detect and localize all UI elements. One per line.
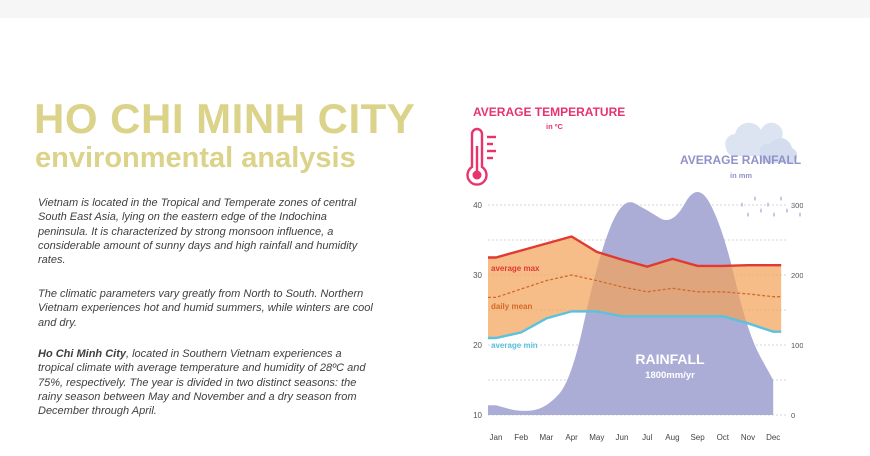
month-label: Jul	[642, 433, 652, 442]
rain-drop	[793, 202, 795, 207]
top-band	[0, 0, 870, 18]
month-label: Jan	[490, 433, 503, 442]
page-subtitle: environmental analysis	[35, 142, 356, 174]
month-label: Apr	[565, 433, 578, 442]
temperature-unit: in ºC	[546, 122, 563, 131]
month-label: Sep	[690, 433, 705, 442]
rain-drop	[747, 212, 749, 217]
rain-drop	[799, 212, 801, 217]
rainfall-total: 1800mm/yr	[645, 370, 695, 381]
rain-cloud-icon	[725, 122, 801, 217]
left-tick-label: 10	[473, 411, 482, 420]
average-min-label: average min	[491, 341, 538, 350]
intro-paragraph: Vietnam is located in the Tropical and T…	[38, 197, 358, 267]
left-axis-ticks: 10 20 30 40	[473, 201, 482, 420]
page-title: HO CHI MINH CITY	[34, 95, 416, 142]
right-tick-label: 100	[791, 341, 803, 350]
hcmc-description: , located in Southern Vietnam experience…	[38, 348, 366, 418]
month-axis-ticks: Jan Feb Mar Apr May Jun Jul Aug Sep Oct Nov Dec	[490, 433, 781, 442]
right-tick-label: 200	[791, 271, 803, 280]
month-label: Jun	[616, 433, 629, 442]
rain-drop	[754, 196, 756, 201]
month-label: Dec	[766, 433, 780, 442]
month-label: Feb	[514, 433, 528, 442]
thermometer-icon	[466, 127, 496, 186]
rain-drop	[780, 196, 782, 201]
month-label: Nov	[741, 433, 755, 442]
month-label: Mar	[540, 433, 554, 442]
hcmc-name: Ho Chi Minh City	[38, 348, 126, 360]
average-max-line	[488, 235, 782, 268]
average-min-line	[488, 310, 782, 340]
rain-drop	[760, 208, 762, 213]
rainfall-title: AVERAGE RAINFALL	[680, 153, 801, 167]
left-tick-label: 20	[473, 341, 482, 350]
rain-drop	[741, 202, 743, 207]
month-label: May	[589, 433, 604, 442]
right-axis-ticks: 0 100 200 300	[791, 201, 803, 420]
climate-chart: average max daily mean average min RAINF…	[466, 105, 803, 442]
rainfall-annotation: RAINFALL	[635, 351, 705, 367]
hcmc-paragraph: Ho Chi Minh City, located in Southern Vi…	[38, 347, 378, 418]
month-label: Aug	[665, 433, 679, 442]
month-label: Oct	[717, 433, 730, 442]
rain-drop	[773, 212, 775, 217]
right-tick-label: 300	[791, 201, 803, 210]
daily-mean-label: daily mean	[491, 302, 532, 311]
rainfall-unit: in mm	[730, 171, 752, 180]
left-tick-label: 40	[473, 201, 482, 210]
temperature-title: AVERAGE TEMPERATURE	[473, 105, 625, 119]
daily-mean-line	[488, 274, 782, 299]
right-tick-label: 0	[791, 411, 795, 420]
climate-paragraph: The climatic parameters vary greatly fro…	[38, 288, 373, 329]
rain-drop	[786, 208, 788, 213]
average-max-label: average max	[491, 264, 540, 273]
left-tick-label: 30	[473, 271, 482, 280]
rain-drop	[767, 202, 769, 207]
temperature-band	[488, 236, 782, 338]
